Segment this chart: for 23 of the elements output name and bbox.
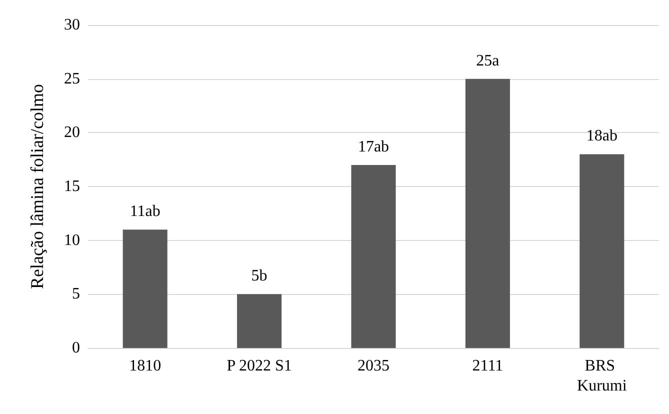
- y-tick-label: 25: [64, 70, 80, 88]
- bar: [237, 294, 282, 348]
- data-label: 5b: [251, 268, 268, 285]
- y-tick-label: 30: [64, 16, 80, 34]
- data-label: 11ab: [130, 203, 160, 220]
- y-tick-label: 5: [72, 286, 80, 303]
- y-tick-label: 10: [64, 232, 80, 249]
- y-axis-title: Relação lâmina foliar/colmo: [27, 84, 47, 289]
- x-tick-label: 2111: [472, 358, 504, 374]
- x-tick-label: BRS Kurumi: [577, 358, 628, 394]
- data-label: 18ab: [586, 128, 618, 145]
- bar: [580, 154, 624, 348]
- data-label: 25a: [476, 52, 500, 70]
- bar: [465, 78, 510, 348]
- y-tick-label: 20: [64, 124, 80, 142]
- data-label: 17ab: [358, 138, 390, 156]
- bar: [122, 230, 168, 348]
- y-tick-label: 0: [72, 340, 80, 356]
- x-tick-label: 1810: [129, 358, 162, 374]
- bar: [351, 164, 396, 348]
- y-tick-label: 15: [64, 178, 80, 195]
- x-tick-label: P 2022 S1: [226, 358, 292, 374]
- x-tick-label: 2035: [358, 358, 390, 374]
